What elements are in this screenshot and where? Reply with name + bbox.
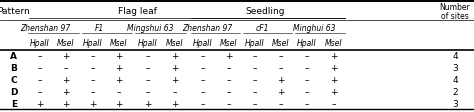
Text: +: + (62, 75, 69, 84)
Text: MseI: MseI (272, 39, 290, 48)
Text: 3: 3 (452, 99, 458, 108)
Text: Flag leaf: Flag leaf (118, 7, 157, 16)
Text: MseI: MseI (110, 39, 128, 48)
Text: MseI: MseI (325, 39, 343, 48)
Text: 4: 4 (452, 52, 458, 61)
Text: –: – (279, 64, 283, 72)
Text: D: D (10, 87, 18, 96)
Text: –: – (305, 75, 310, 84)
Text: –: – (91, 64, 95, 72)
Text: –: – (226, 64, 231, 72)
Text: –: – (305, 52, 310, 61)
Text: Pattern: Pattern (0, 7, 30, 16)
Text: –: – (146, 64, 150, 72)
Text: –: – (305, 99, 310, 108)
Text: +: + (171, 75, 179, 84)
Text: +: + (115, 64, 123, 72)
Text: Minghui 63: Minghui 63 (293, 24, 336, 33)
Text: –: – (252, 64, 257, 72)
Text: 3: 3 (452, 64, 458, 72)
Text: +: + (171, 64, 179, 72)
Text: +: + (277, 87, 285, 96)
Text: –: – (252, 87, 257, 96)
Text: –: – (146, 87, 150, 96)
Text: +: + (225, 52, 232, 61)
Text: +: + (36, 99, 43, 108)
Text: –: – (252, 99, 257, 108)
Text: +: + (171, 52, 179, 61)
Text: –: – (226, 87, 231, 96)
Text: –: – (91, 87, 95, 96)
Text: HpaII: HpaII (29, 39, 49, 48)
Text: HpaII: HpaII (83, 39, 103, 48)
Text: MseI: MseI (166, 39, 184, 48)
Text: cF1: cF1 (255, 24, 269, 33)
Text: 2: 2 (452, 87, 458, 96)
Text: +: + (115, 52, 123, 61)
Text: +: + (115, 99, 123, 108)
Text: Mingshui 63: Mingshui 63 (128, 24, 174, 33)
Text: –: – (305, 64, 310, 72)
Text: –: – (305, 87, 310, 96)
Text: Zhenshan 97: Zhenshan 97 (182, 24, 233, 33)
Text: –: – (146, 52, 150, 61)
Text: –: – (226, 75, 231, 84)
Text: 4: 4 (452, 75, 458, 84)
Text: –: – (173, 87, 177, 96)
Text: –: – (117, 87, 121, 96)
Text: –: – (200, 87, 205, 96)
Text: HpaII: HpaII (245, 39, 264, 48)
Text: F1: F1 (95, 24, 104, 33)
Text: –: – (63, 64, 68, 72)
Text: +: + (330, 75, 337, 84)
Text: +: + (330, 87, 337, 96)
Text: –: – (252, 75, 257, 84)
Text: MseI: MseI (56, 39, 74, 48)
Text: +: + (277, 75, 285, 84)
Text: –: – (91, 52, 95, 61)
Text: –: – (200, 64, 205, 72)
Text: +: + (62, 99, 69, 108)
Text: +: + (62, 52, 69, 61)
Text: –: – (146, 75, 150, 84)
Text: B: B (10, 64, 17, 72)
Text: –: – (91, 75, 95, 84)
Text: +: + (115, 75, 123, 84)
Text: Number
of sites: Number of sites (440, 2, 470, 21)
Text: +: + (62, 87, 69, 96)
Text: +: + (330, 52, 337, 61)
Text: +: + (89, 99, 97, 108)
Text: –: – (37, 52, 42, 61)
Text: HpaII: HpaII (192, 39, 212, 48)
Text: C: C (10, 75, 17, 84)
Text: Seedling: Seedling (246, 7, 285, 16)
Text: Zhenshan 97: Zhenshan 97 (20, 24, 71, 33)
Text: HpaII: HpaII (138, 39, 158, 48)
Text: –: – (200, 99, 205, 108)
Text: –: – (37, 87, 42, 96)
Text: –: – (252, 52, 257, 61)
Text: A: A (10, 52, 17, 61)
Text: –: – (279, 52, 283, 61)
Text: HpaII: HpaII (297, 39, 317, 48)
Text: +: + (144, 99, 152, 108)
Text: –: – (331, 99, 336, 108)
Text: –: – (200, 75, 205, 84)
Text: –: – (226, 99, 231, 108)
Text: –: – (279, 99, 283, 108)
Text: MseI: MseI (219, 39, 237, 48)
Text: +: + (330, 64, 337, 72)
Text: –: – (200, 52, 205, 61)
Text: +: + (171, 99, 179, 108)
Text: E: E (11, 99, 17, 108)
Text: –: – (37, 64, 42, 72)
Text: –: – (37, 75, 42, 84)
